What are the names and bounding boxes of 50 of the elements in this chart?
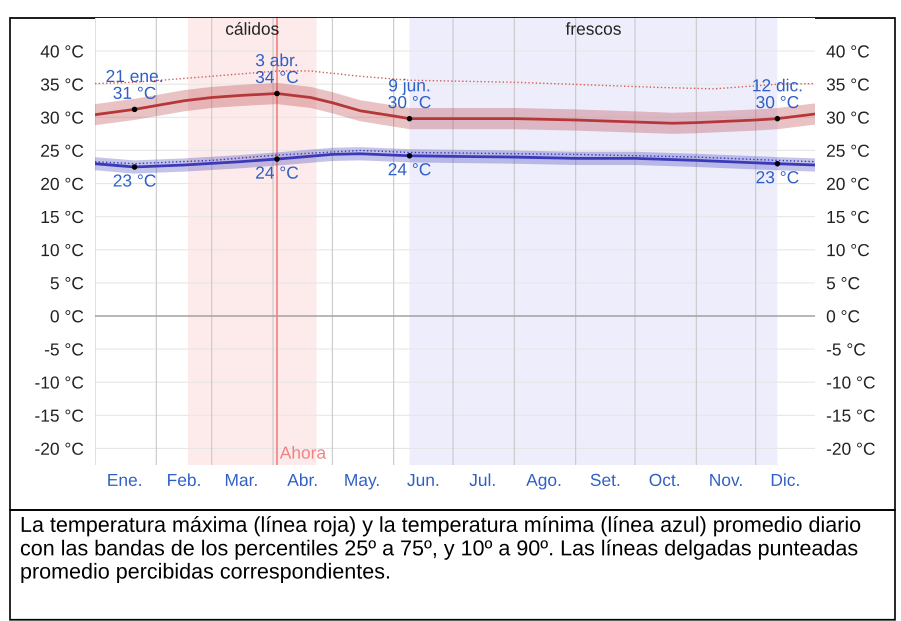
y2-tick-label: 0 °C bbox=[826, 310, 860, 322]
y2-tick-label: 20 °C bbox=[826, 178, 870, 190]
annotation: 12 dic. 30 °C bbox=[753, 78, 802, 108]
annotation: 9 jun. 30 °C bbox=[388, 78, 431, 108]
y-tick-label: -10 °C bbox=[35, 376, 84, 389]
y2-tick-label: 40 °C bbox=[826, 45, 870, 58]
x-tick-label: Jul. bbox=[469, 473, 495, 486]
x-tick-label: Set. bbox=[590, 474, 620, 486]
y2-tick-label: -15 °C bbox=[826, 410, 875, 422]
y-tick-label: 5 °C bbox=[50, 277, 84, 290]
y-tick-label: 0 °C bbox=[50, 310, 84, 322]
y-tick-label: -5 °C bbox=[44, 343, 84, 356]
x-tick-label: Nov. bbox=[710, 474, 742, 486]
annotation: 3 abr. 34 °C bbox=[256, 54, 298, 84]
x-tick-label: Dic. bbox=[772, 473, 799, 486]
y2-tick-label: -20 °C bbox=[826, 442, 875, 455]
annotation: 24 °C bbox=[388, 163, 431, 176]
y2-tick-label: -5 °C bbox=[826, 343, 866, 356]
x-tick-label: Oct. bbox=[650, 474, 679, 486]
y2-tick-label: 5 °C bbox=[826, 277, 860, 290]
annotation: 24 °C bbox=[256, 166, 298, 179]
annotation: 21 ene. 31 °C bbox=[106, 70, 162, 100]
y-tick-label: 30 °C bbox=[40, 112, 84, 124]
x-tick-label: Ago. bbox=[526, 474, 560, 490]
y2-tick-label: 15 °C bbox=[827, 210, 870, 224]
y2-tick-label: -10 °C bbox=[826, 376, 875, 389]
y-tick-label: 15 °C bbox=[42, 210, 84, 224]
band-label: frescos bbox=[566, 22, 621, 35]
band-label: cálidos bbox=[226, 22, 279, 35]
y2-tick-label: 10 °C bbox=[827, 244, 870, 256]
x-tick-label: Jun. bbox=[407, 474, 438, 486]
y-tick-label: 40 °C bbox=[40, 45, 84, 58]
x-tick-label: Feb. bbox=[168, 473, 200, 486]
y2-tick-label: 30 °C bbox=[826, 112, 870, 124]
x-tick-label: May. bbox=[345, 474, 379, 490]
ref-line-label: Ahora bbox=[280, 446, 326, 459]
x-tick-label: Ene. bbox=[108, 474, 141, 486]
annotation: 23 °C bbox=[114, 174, 156, 187]
y-tick-label: 35 °C bbox=[40, 78, 84, 91]
y-tick-label: -15 °C bbox=[35, 410, 84, 422]
text: La temperatura máxima (línea roja) y la temperatura mínima (línea azul) promedio diario con las bandas de los percentiles 25º a 75º, y 10º a 90º. Las líneas delgadas punteadas promedio percibidas correspondientes. bbox=[20, 516, 860, 583]
x-tick-label: Mar. bbox=[226, 474, 257, 486]
y2-tick-label: 25 °C bbox=[826, 144, 870, 157]
y-tick-label: -20 °C bbox=[35, 442, 84, 455]
x-tick-label: Abr. bbox=[287, 473, 317, 486]
y-tick-label: 10 °C bbox=[42, 244, 84, 256]
y-tick-label: 20 °C bbox=[41, 178, 84, 190]
y2-tick-label: 35 °C bbox=[826, 78, 870, 91]
y-tick-label: 25 °C bbox=[41, 144, 84, 157]
annotation: 23 °C bbox=[756, 171, 799, 184]
